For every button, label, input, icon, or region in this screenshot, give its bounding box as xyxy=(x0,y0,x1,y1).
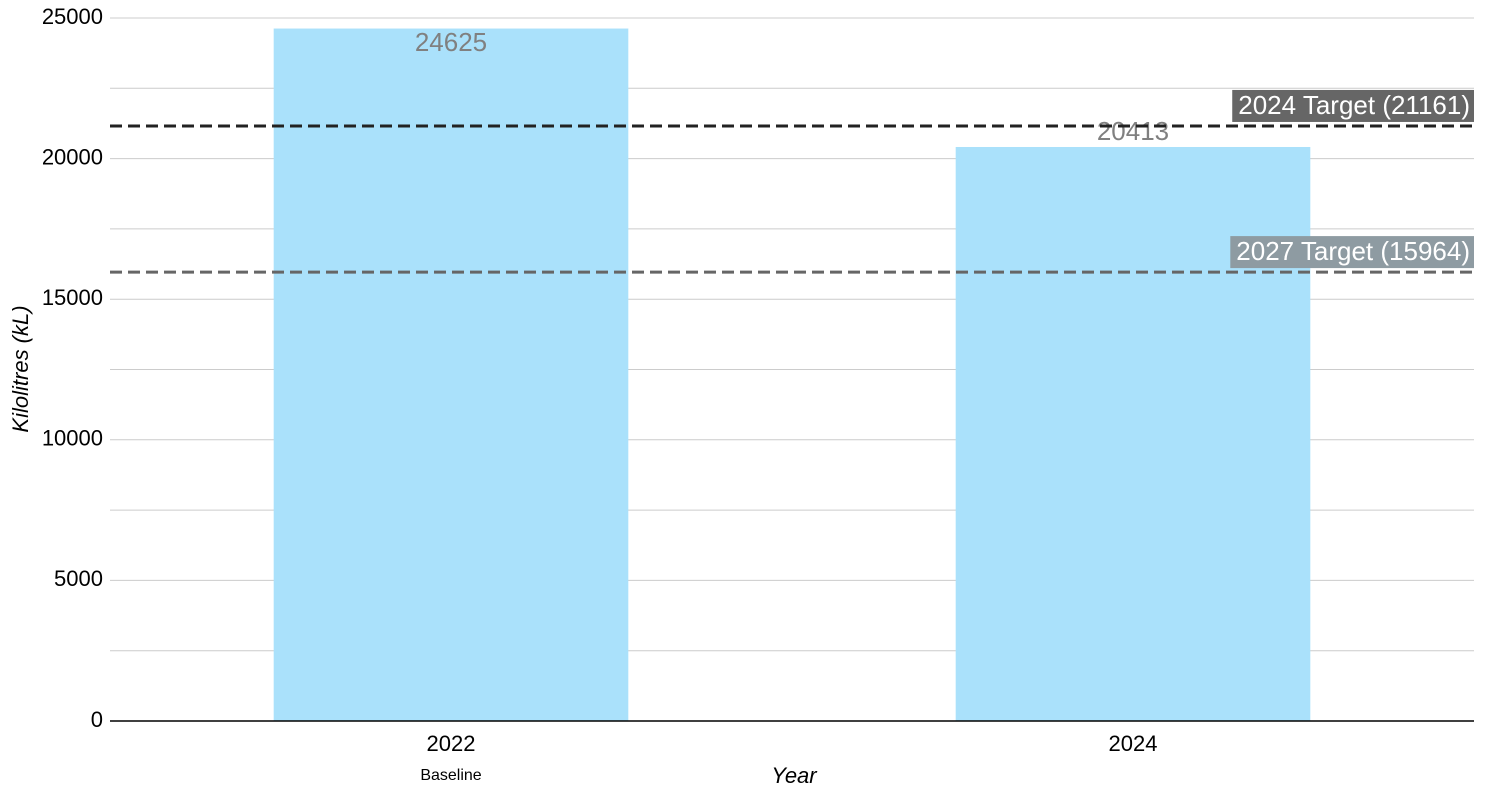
x-tick-sublabel: Baseline xyxy=(420,767,481,784)
x-axis-title: Year xyxy=(771,763,818,788)
x-tick-label: 2022 xyxy=(427,731,476,756)
value-label: 20413 xyxy=(1097,116,1169,146)
y-tick-label: 20000 xyxy=(42,144,103,169)
y-tick-label: 5000 xyxy=(54,566,103,591)
reference-label: 2027 Target (15964) xyxy=(1236,236,1470,266)
bar xyxy=(955,146,1311,721)
reference-label-box xyxy=(1232,89,1474,122)
y-tick-label: 10000 xyxy=(42,426,103,451)
reference-label-box xyxy=(1230,236,1474,269)
y-tick-label: 0 xyxy=(91,707,103,732)
y-tick-label: 15000 xyxy=(42,285,103,310)
x-tick-label: 2024 xyxy=(1109,731,1158,756)
y-tick-label: 25000 xyxy=(42,4,103,29)
bar xyxy=(273,28,629,722)
y-axis-title: Kilolitres (kL) xyxy=(8,305,33,432)
reference-label: 2024 Target (21161) xyxy=(1238,90,1470,120)
value-label: 24625 xyxy=(415,27,487,57)
